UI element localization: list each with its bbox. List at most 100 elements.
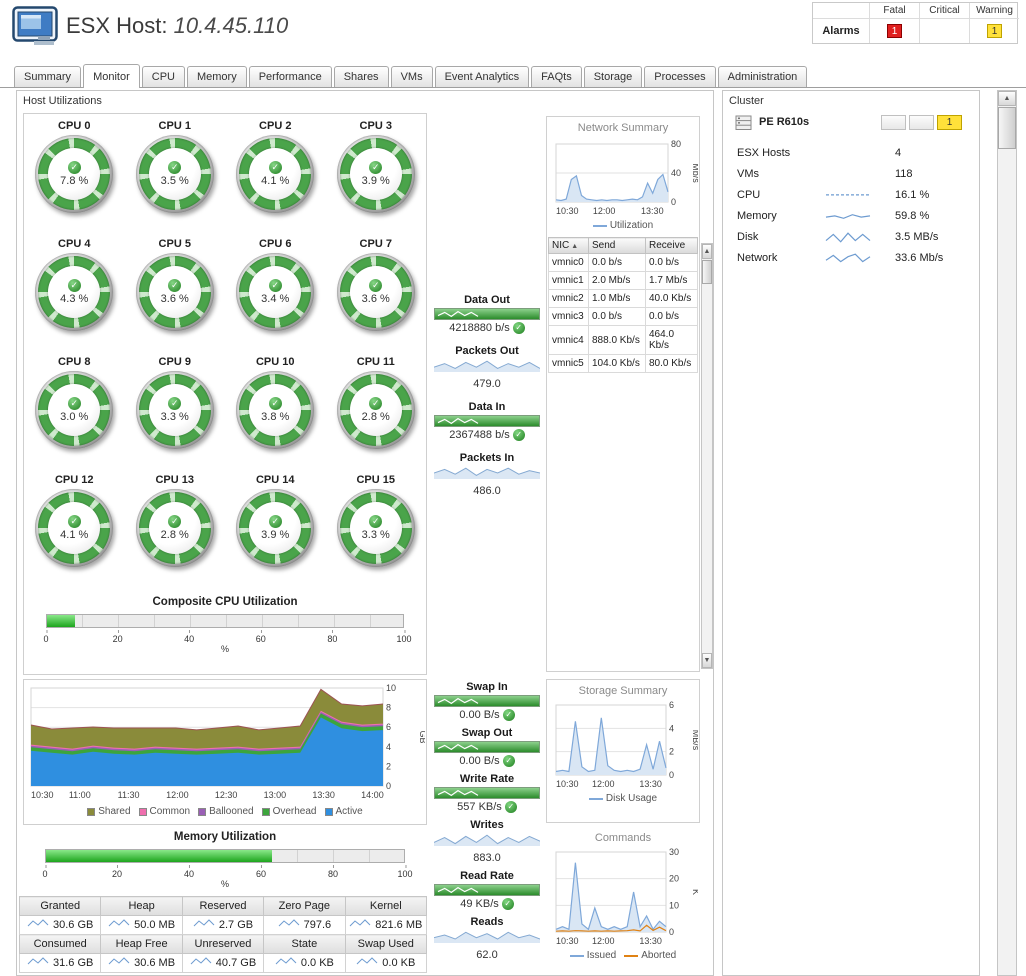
nic-col-nic[interactable]: NIC ▲: [548, 237, 589, 254]
host-utilizations-panel: Host Utilizations CPU 0 ✓ 7.8 % CPU 1 ✓ 3.5 %…: [16, 90, 714, 976]
status-ok-icon: ✓: [512, 429, 525, 441]
scrollbar-down-button[interactable]: ▼: [702, 653, 712, 668]
metric-data-out: Data Out 4218880 b/s ✓: [434, 294, 540, 334]
cpu-gauge-cpu-3[interactable]: ✓ 3.9 %: [336, 135, 415, 213]
tab-processes[interactable]: Processes: [644, 66, 716, 87]
svg-text:13:30: 13:30: [639, 936, 662, 946]
cpu-gauge-cpu-2[interactable]: ✓ 4.1 %: [236, 135, 315, 213]
mini-sparkline: [190, 956, 212, 970]
cluster-stat-value: 59.8 %: [895, 210, 930, 222]
cpu-utilization-value: 3.6 %: [160, 293, 189, 305]
cluster-alarm-box-warning[interactable]: 1: [937, 115, 962, 130]
disk-usage-chart[interactable]: 0 2 4 6 MB/s 10:30 12:00 13:30: [547, 699, 699, 793]
cpu-gauge-cpu-12[interactable]: ✓ 4.1 %: [35, 489, 114, 567]
cpu-gauge-cpu-11[interactable]: ✓ 2.8 %: [336, 371, 415, 449]
legend-label: Ballooned: [209, 806, 254, 817]
commands-chart[interactable]: 0 10 20 30 K 10:30 12:00 13:30: [546, 846, 700, 950]
metric-bar-swap-out[interactable]: [434, 741, 540, 753]
memory-chart-legend: Shared Common Ballooned Overhead Active: [24, 806, 426, 817]
alarms-summary: Fatal Critical Warning Alarms 1 1: [812, 2, 1019, 44]
metric-bar-data-in[interactable]: [434, 415, 540, 427]
metric-sparkline-writes[interactable]: [433, 833, 541, 850]
svg-text:13:30: 13:30: [641, 206, 664, 216]
tab-cpu[interactable]: CPU: [141, 66, 185, 87]
cluster-stat-cpu: CPU 16.1 %: [723, 185, 979, 206]
gauge-inner: ✓ 3.3 %: [349, 502, 402, 554]
fatal-count-badge[interactable]: 1: [887, 24, 902, 38]
cpu-gauge-cpu-8[interactable]: ✓ 3.0 %: [35, 371, 114, 449]
cpu-gauge-cpu-1[interactable]: ✓ 3.5 %: [135, 135, 214, 213]
scrollbar-up-button[interactable]: ▲: [702, 244, 712, 259]
cpu-gauge-cpu-4[interactable]: ✓ 4.3 %: [35, 253, 114, 331]
tab-administration[interactable]: Administration: [717, 66, 808, 87]
page-scrollbar-up-button[interactable]: ▲: [998, 91, 1016, 106]
cluster-alarm-box-none[interactable]: [909, 115, 934, 130]
metric-bar-read-rate[interactable]: [434, 884, 540, 896]
memory-table-value-row: 31.6 GB 30.6 MB 40.7 GB 0.0 KB 0.0 KB: [18, 953, 428, 973]
cpu-gauge-cell: CPU 6 ✓ 3.4 %: [225, 236, 326, 354]
memory-usage-chart[interactable]: 0 2 4 6 8 10 GB 10:30 11:00 11:30 12:00 12:30 13:00 1…: [24, 684, 426, 806]
memory-col-heap: Heap: [100, 896, 183, 916]
gauge-inner: ✓ 4.1 %: [249, 148, 302, 200]
cpu-gauge-cpu-5[interactable]: ✓ 3.6 %: [135, 253, 214, 331]
tab-performance[interactable]: Performance: [248, 66, 332, 87]
mini-sparkline: [108, 918, 130, 932]
page-scrollbar[interactable]: ▲: [997, 90, 1017, 976]
cpu-gauge-cpu-6[interactable]: ✓ 3.4 %: [236, 253, 315, 331]
cpu-gauge-cpu-7[interactable]: ✓ 3.6 %: [336, 253, 415, 331]
memory-utilization-bar-fill: [46, 850, 272, 862]
tab-memory[interactable]: Memory: [186, 66, 247, 87]
metric-bar-write-rate[interactable]: [434, 787, 540, 799]
metric-sparkline-packets-in[interactable]: [433, 466, 541, 483]
metric-bar-data-out[interactable]: [434, 308, 540, 320]
memory-stats-table: Granted Heap Reserved Zero Page Kernel 30.6 G…: [18, 896, 428, 973]
composite-cpu-bar[interactable]: [46, 614, 404, 628]
cpu-gauge-cell: CPU 0 ✓ 7.8 %: [24, 118, 125, 236]
network-utilization-chart[interactable]: 0 40 80 Mb/s 10:30 12:00 13:30: [547, 136, 699, 220]
cpu-gauge-cpu-15[interactable]: ✓ 3.3 %: [336, 489, 415, 567]
cpu-gauge-cpu-9[interactable]: ✓ 3.3 %: [135, 371, 214, 449]
memory-utilization-axis: 0 20 40 60 80 100: [42, 865, 413, 879]
metric-bar-swap-in[interactable]: [434, 695, 540, 707]
svg-text:0: 0: [386, 781, 391, 791]
tab-summary[interactable]: Summary: [14, 66, 82, 87]
scrollbar-thumb[interactable]: [702, 260, 712, 284]
tab-event-analytics[interactable]: Event Analytics: [434, 66, 530, 87]
status-ok-icon: ✓: [268, 515, 282, 528]
cluster-stat-esx-hosts: ESX Hosts 4: [723, 143, 979, 164]
gauge-inner: ✓ 2.8 %: [349, 384, 402, 436]
composite-cpu-bar-fill: [47, 615, 76, 627]
nic-col-receive[interactable]: Receive: [645, 237, 698, 254]
tab-vms[interactable]: VMs: [390, 66, 433, 87]
cpu-gauge-cpu-10[interactable]: ✓ 3.8 %: [236, 371, 315, 449]
metric-sparkline-packets-out[interactable]: [433, 359, 541, 376]
cluster-panel: Cluster PE R610s 1 ESX Hosts 4 VMs 118 CPU 16…: [722, 90, 980, 976]
metric-sparkline-reads[interactable]: [433, 930, 541, 947]
memory-utilization-bar[interactable]: [45, 849, 405, 863]
tab-shares[interactable]: Shares: [333, 66, 389, 87]
page-scrollbar-thumb[interactable]: [998, 107, 1016, 149]
cluster-host-name[interactable]: PE R610s: [759, 116, 810, 128]
cpu-gauge-cpu-0[interactable]: ✓ 7.8 %: [35, 135, 114, 213]
cluster-alarm-box-none[interactable]: [881, 115, 906, 130]
cluster-stat-label: Memory: [737, 210, 777, 222]
warning-count-badge[interactable]: 1: [987, 24, 1002, 38]
cpu-gauge-cpu-14[interactable]: ✓ 3.9 %: [236, 489, 315, 567]
nic-col-send[interactable]: Send: [588, 237, 646, 254]
memory-value: 0.0 KB: [382, 957, 416, 969]
cluster-host-row[interactable]: PE R610s 1: [735, 115, 971, 133]
gauge-inner: ✓ 3.9 %: [249, 502, 302, 554]
status-ok-icon: ✓: [369, 515, 383, 528]
status-ok-icon: ✓: [369, 161, 383, 174]
tab-monitor[interactable]: Monitor: [83, 64, 140, 88]
legend-item-shared: Shared: [87, 806, 131, 817]
network-panel-scrollbar[interactable]: ▲ ▼: [701, 243, 713, 669]
memory-chart-box: 0 2 4 6 8 10 GB 10:30 11:00 11:30 12:00 12:30 13:00 1…: [23, 679, 427, 825]
tab-storage[interactable]: Storage: [583, 66, 643, 87]
tab-faqts[interactable]: FAQts: [531, 66, 582, 87]
axis-tick: 40: [184, 630, 195, 644]
nic-cell: 40.0 Kb/s: [645, 289, 698, 308]
metric-label: Packets Out: [455, 345, 519, 357]
cpu-gauge-cell: CPU 5 ✓ 3.6 %: [125, 236, 226, 354]
cpu-gauge-cpu-13[interactable]: ✓ 2.8 %: [135, 489, 214, 567]
